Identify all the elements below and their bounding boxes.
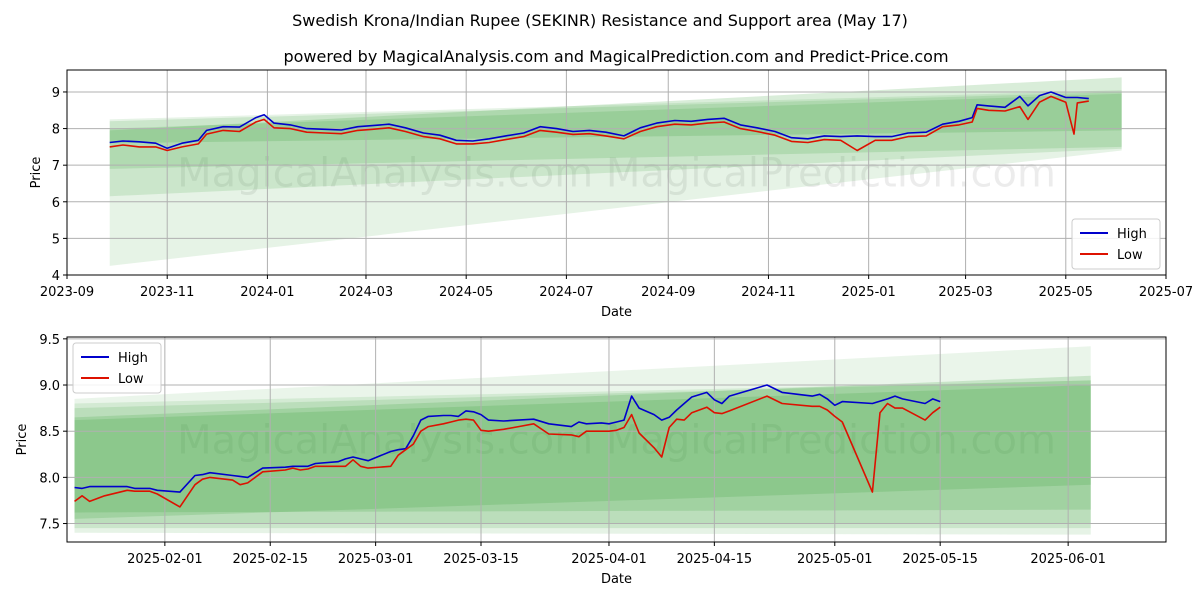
y-tick-label: 8.5 <box>39 425 60 440</box>
x-tick-label: 2025-07 <box>1139 285 1193 300</box>
band-layer <box>74 346 1091 535</box>
bottom-panel: MagicalAnalysis.com MagicalPrediction.co… <box>15 333 1167 587</box>
legend-label-high: High <box>118 351 148 366</box>
chart-subtitle: powered by MagicalAnalysis.com and Magic… <box>283 47 948 66</box>
y-tick-label: 4 <box>52 269 60 284</box>
chart-title: Swedish Krona/Indian Rupee (SEKINR) Resi… <box>292 11 908 30</box>
support-resistance-band-3 <box>74 375 1091 519</box>
x-tick-label: 2025-05 <box>1039 285 1093 300</box>
x-tick-label: 2024-07 <box>539 285 593 300</box>
legend-label-low: Low <box>118 372 144 387</box>
series-line-high <box>109 91 1089 150</box>
axes-frame <box>66 336 1167 543</box>
x-tick-label: 2025-04-01 <box>571 552 647 567</box>
x-tick-label: 2025-03-15 <box>443 552 519 567</box>
x-tick-label: 2024-01 <box>240 285 294 300</box>
x-tick-label: 2023-11 <box>140 285 194 300</box>
series-layer <box>109 91 1089 152</box>
x-tick-label: 2024-11 <box>741 285 795 300</box>
x-tick-label: 2025-04-15 <box>677 552 753 567</box>
legend: High Low <box>72 342 162 394</box>
legend: High Low <box>1071 218 1161 270</box>
series-line-low <box>74 395 941 508</box>
series-line-high <box>74 384 941 493</box>
watermark-text: MagicalAnalysis.com MagicalPrediction.co… <box>177 418 1056 464</box>
x-tick-label: 2025-05-01 <box>797 552 873 567</box>
x-tick-label: 2025-02-01 <box>127 552 203 567</box>
y-tick-label: 9 <box>52 86 60 101</box>
legend-box <box>72 342 162 394</box>
y-tick-label: 8 <box>52 123 60 138</box>
x-tick-label: 2023-09 <box>40 285 94 300</box>
x-tick-label: 2025-01 <box>841 285 895 300</box>
series-layer <box>74 384 941 508</box>
x-tick-label: 2024-03 <box>339 285 393 300</box>
x-tick-label: 2025-02-15 <box>232 552 308 567</box>
y-tick-label: 9.5 <box>39 333 60 348</box>
watermark-text: MagicalAnalysis.com MagicalPrediction.co… <box>177 151 1056 197</box>
y-tick-label: 9.0 <box>39 379 60 394</box>
y-tick-label: 7 <box>52 159 60 174</box>
x-tick-label: 2025-03-01 <box>338 552 414 567</box>
series-line-low <box>109 95 1089 152</box>
x-axis-label: Date <box>601 572 632 587</box>
legend-box <box>1071 218 1161 270</box>
y-tick-label: 5 <box>52 232 60 247</box>
top-panel: MagicalAnalysis.com MagicalPrediction.co… <box>29 69 1193 320</box>
y-axis-label: Price <box>15 424 30 456</box>
axes-frame <box>66 69 1167 276</box>
y-tick-label: 6 <box>52 196 60 211</box>
x-axis-label: Date <box>601 305 632 320</box>
x-tick-label: 2025-05-15 <box>902 552 978 567</box>
y-axis-label: Price <box>29 157 44 189</box>
legend-label-high: High <box>1117 227 1147 242</box>
x-tick-label: 2024-05 <box>439 285 493 300</box>
grid-layer <box>67 337 1166 542</box>
x-tick-label: 2025-03 <box>938 285 992 300</box>
grid-layer <box>66 70 1167 276</box>
y-tick-label: 7.5 <box>39 518 60 533</box>
legend-label-low: Low <box>1117 248 1143 263</box>
support-resistance-band-1 <box>74 380 1091 535</box>
x-tick-label: 2024-09 <box>641 285 695 300</box>
y-tick-label: 8.0 <box>39 471 60 486</box>
x-tick-label: 2025-06-01 <box>1030 552 1106 567</box>
